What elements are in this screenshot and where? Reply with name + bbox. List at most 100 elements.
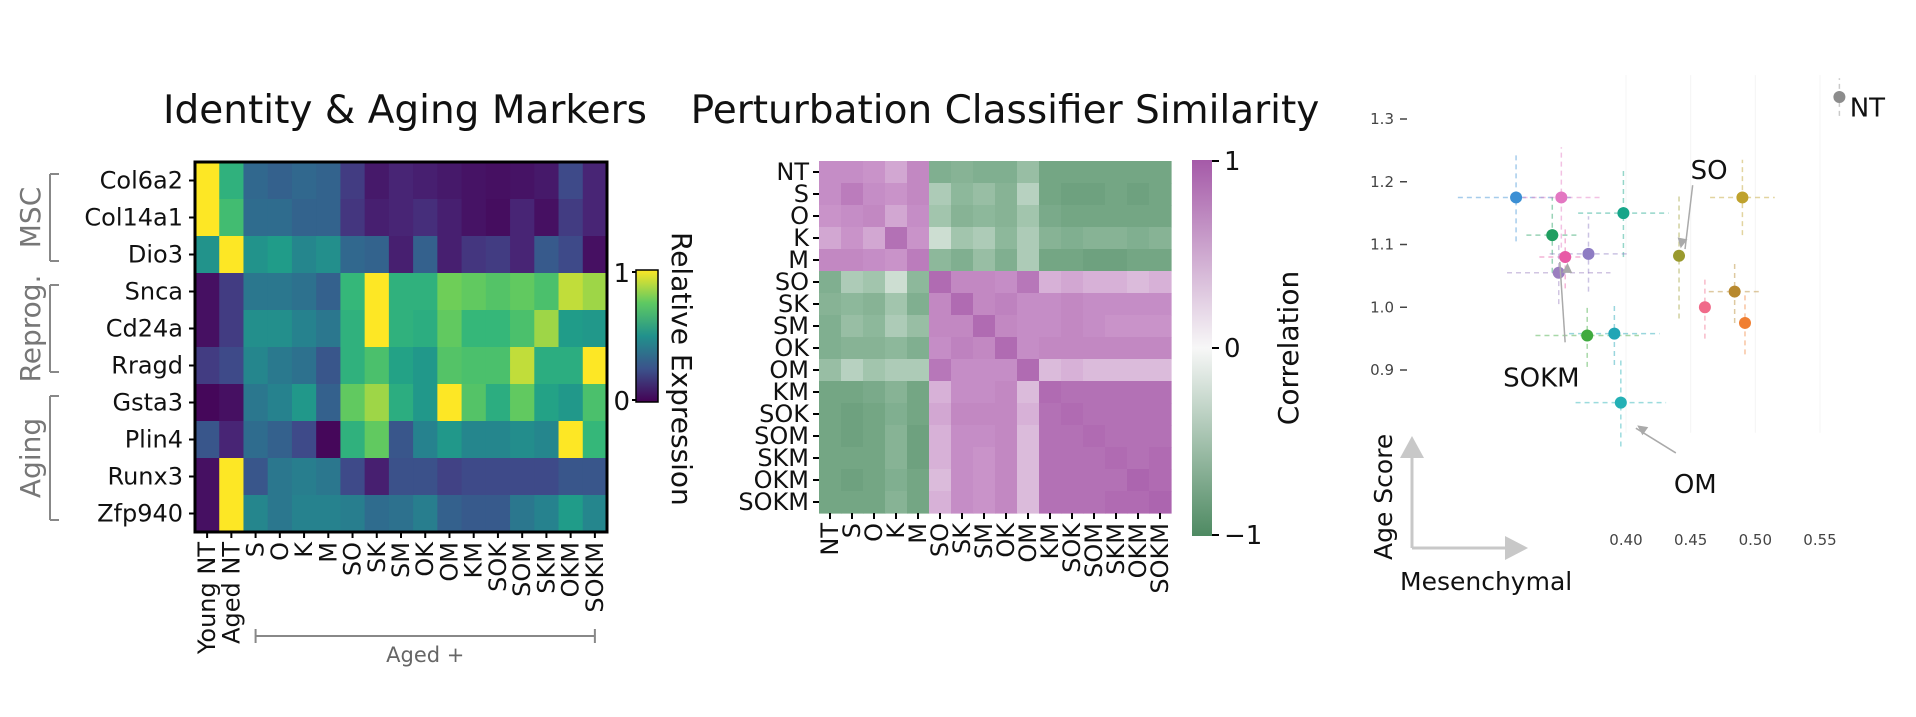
annotation-so: SO [1691, 156, 1728, 186]
cell-o-nt [819, 205, 842, 228]
expression-colorbar: 1 0 Relative Expression [613, 232, 698, 506]
row-label-dio3: Dio3 [128, 241, 183, 269]
cell-okm-km [1039, 469, 1062, 492]
row-label-rragd: Rragd [111, 352, 183, 380]
cell-sm-okm [1127, 315, 1150, 338]
cell-som-okm [1127, 425, 1150, 448]
cell-ok-som [1083, 337, 1106, 360]
cell-gsta3-om [437, 384, 463, 422]
cell-sm-skm [1105, 315, 1128, 338]
cell-s-okm [1127, 183, 1150, 206]
cell-sokm-s [841, 491, 864, 514]
cell-zfp940-young-nt [195, 495, 220, 533]
col-label-aged-nt: Aged NT [217, 542, 245, 644]
cell-s-k [885, 183, 908, 206]
cell-so-sokm [1149, 271, 1172, 294]
cell-so-m [907, 271, 930, 294]
cell-som-sokm [1149, 425, 1172, 448]
cell-ok-okm [1127, 337, 1150, 360]
correlation-colorbar-gradient [1192, 160, 1212, 536]
cell-runx3-s [243, 458, 269, 496]
cell-snca-so [340, 273, 366, 311]
cell-plin4-km [461, 421, 487, 459]
mesenchymal-arrow-head [1505, 536, 1528, 560]
cell-dio3-skm [534, 236, 560, 274]
cell-snca-sok [485, 273, 511, 311]
cell-om-skm [1105, 359, 1128, 382]
cell-skm-k [885, 447, 908, 470]
cell-cd24a-sk [364, 310, 390, 348]
cell-km-som [1083, 381, 1106, 404]
row-label-sk: SK [778, 290, 810, 318]
cell-sm-so [929, 315, 952, 338]
cell-m-so [929, 249, 952, 272]
cell-sokm-o [863, 491, 886, 514]
cell-sm-k [885, 315, 908, 338]
cell-gsta3-young-nt [195, 384, 220, 422]
expression-heatmap-row-groups: MSC Reprog. Aging [14, 173, 59, 521]
cell-ok-om [1017, 337, 1040, 360]
cell-so-s [841, 271, 864, 294]
cell-zfp940-aged-nt [219, 495, 245, 533]
scatter-point-15 [1614, 396, 1627, 409]
cell-rragd-km [461, 347, 487, 385]
cell-sm-sokm [1149, 315, 1172, 338]
row-label-m: M [788, 246, 809, 274]
cell-rragd-so [340, 347, 366, 385]
cell-so-skm [1105, 271, 1128, 294]
cell-om-sokm [1149, 359, 1172, 382]
cell-som-sm [973, 425, 996, 448]
cell-snca-o [267, 273, 293, 311]
cell-om-okm [1127, 359, 1150, 382]
scatter-point-4 [1736, 191, 1749, 204]
cell-k-sok [1061, 227, 1084, 250]
cell-nt-km [1039, 161, 1062, 184]
cell-sok-skm [1105, 403, 1128, 426]
cell-zfp940-sk [364, 495, 390, 533]
scatter-point-3 [1617, 207, 1630, 220]
cell-sok-km [1039, 403, 1062, 426]
cell-dio3-o [267, 236, 293, 274]
cell-sok-m [907, 403, 930, 426]
cell-rragd-ok [413, 347, 438, 385]
cell-plin4-s [243, 421, 269, 459]
cell-so-so [929, 271, 952, 294]
col-label-sk: SK [948, 522, 976, 554]
scatter-y-tick-label-3: 1.2 [1370, 173, 1394, 191]
cell-sokm-sm [973, 491, 996, 514]
cell-so-om [1017, 271, 1040, 294]
col-label-okm: OKM [557, 542, 585, 597]
cell-rragd-om [437, 347, 463, 385]
cell-km-km [1039, 381, 1062, 404]
cell-zfp940-so [340, 495, 366, 533]
cell-col14a1-sk [364, 199, 390, 237]
cell-runx3-m [316, 458, 342, 496]
cell-col14a1-so [340, 199, 366, 237]
cell-m-km [1039, 249, 1062, 272]
cell-okm-k [885, 469, 908, 492]
cell-sk-o [863, 293, 886, 316]
cell-km-sk [951, 381, 974, 404]
cell-k-om [1017, 227, 1040, 250]
cell-skm-m [907, 447, 930, 470]
cell-k-nt [819, 227, 842, 250]
col-label-o: O [860, 523, 888, 542]
cell-plin4-om [437, 421, 463, 459]
cell-ok-ok [995, 337, 1018, 360]
cell-col14a1-km [461, 199, 487, 237]
cell-o-k [885, 205, 908, 228]
cell-sok-k [885, 403, 908, 426]
cell-col14a1-young-nt [195, 199, 220, 237]
cell-snca-young-nt [195, 273, 220, 311]
cell-sk-som [1083, 293, 1106, 316]
cell-okm-som [1083, 469, 1106, 492]
cell-snca-m [316, 273, 342, 311]
cell-col14a1-aged-nt [219, 199, 245, 237]
cell-col6a2-k [291, 162, 317, 200]
col-label-sm: SM [970, 523, 998, 559]
col-label-sok: SOK [484, 541, 512, 592]
row-label-om: OM [769, 356, 809, 384]
cell-om-nt [819, 359, 842, 382]
cell-s-sk [951, 183, 974, 206]
